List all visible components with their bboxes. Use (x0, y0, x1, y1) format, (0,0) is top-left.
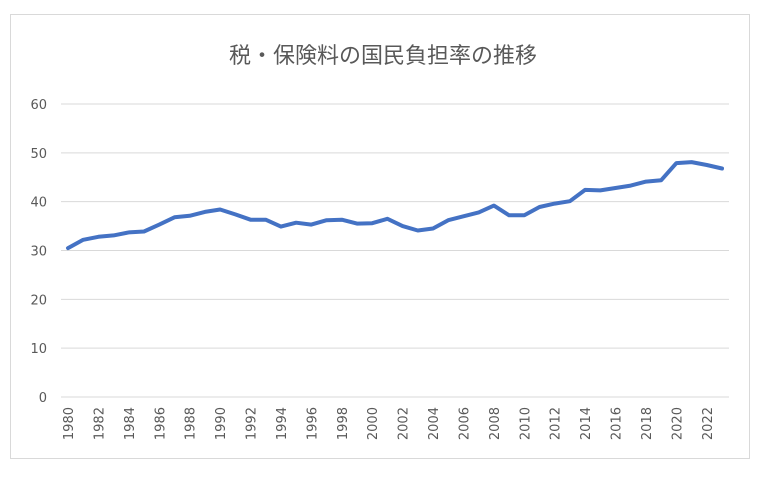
x-tick-label: 1986 (153, 407, 168, 440)
x-tick-label: 2008 (488, 407, 503, 440)
x-tick-label: 2006 (457, 407, 472, 440)
x-tick-label: 2014 (579, 407, 594, 440)
x-tick-label: 1982 (92, 407, 107, 440)
x-tick-label: 2010 (518, 407, 533, 440)
y-tick-label: 30 (30, 245, 47, 260)
x-tick-label: 1996 (305, 407, 320, 440)
x-tick-label: 1980 (62, 407, 77, 440)
x-tick-label: 2020 (670, 407, 685, 440)
x-tick-label: 2004 (427, 407, 442, 440)
x-tick-label: 2012 (549, 407, 564, 440)
x-tick-label: 1988 (184, 407, 199, 440)
x-tick-label: 2016 (610, 407, 625, 440)
y-tick-label: 60 (30, 98, 47, 113)
x-tick-label: 2002 (397, 407, 412, 440)
y-tick-label: 10 (30, 342, 47, 357)
x-tick-label: 1984 (123, 407, 138, 440)
y-tick-label: 50 (30, 147, 47, 162)
gridlines (61, 103, 729, 398)
x-tick-label: 2022 (701, 407, 716, 440)
chart-frame: 税・保険料の国民負担率の推移 0 10 20 30 40 50 60 1980 1982 198… (10, 14, 750, 459)
y-tick-label: 40 (30, 196, 47, 211)
x-tick-label: 2000 (366, 407, 381, 440)
chart-title: 税・保険料の国民負担率の推移 (229, 44, 537, 69)
x-axis-labels: 1980 1982 1984 1986 1988 1990 1992 1994 1996 1998… (62, 407, 716, 440)
series-line (66, 160, 724, 251)
x-tick-label: 1992 (245, 407, 260, 440)
y-axis-labels: 0 10 20 30 40 50 60 (30, 98, 47, 406)
y-tick-label: 0 (39, 391, 47, 406)
x-tick-label: 1998 (336, 407, 351, 440)
x-tick-label: 1994 (275, 407, 290, 440)
x-tick-label: 2018 (640, 407, 655, 440)
x-tick-label: 1990 (214, 407, 229, 440)
series-layer (66, 160, 724, 251)
y-tick-label: 20 (30, 293, 47, 308)
